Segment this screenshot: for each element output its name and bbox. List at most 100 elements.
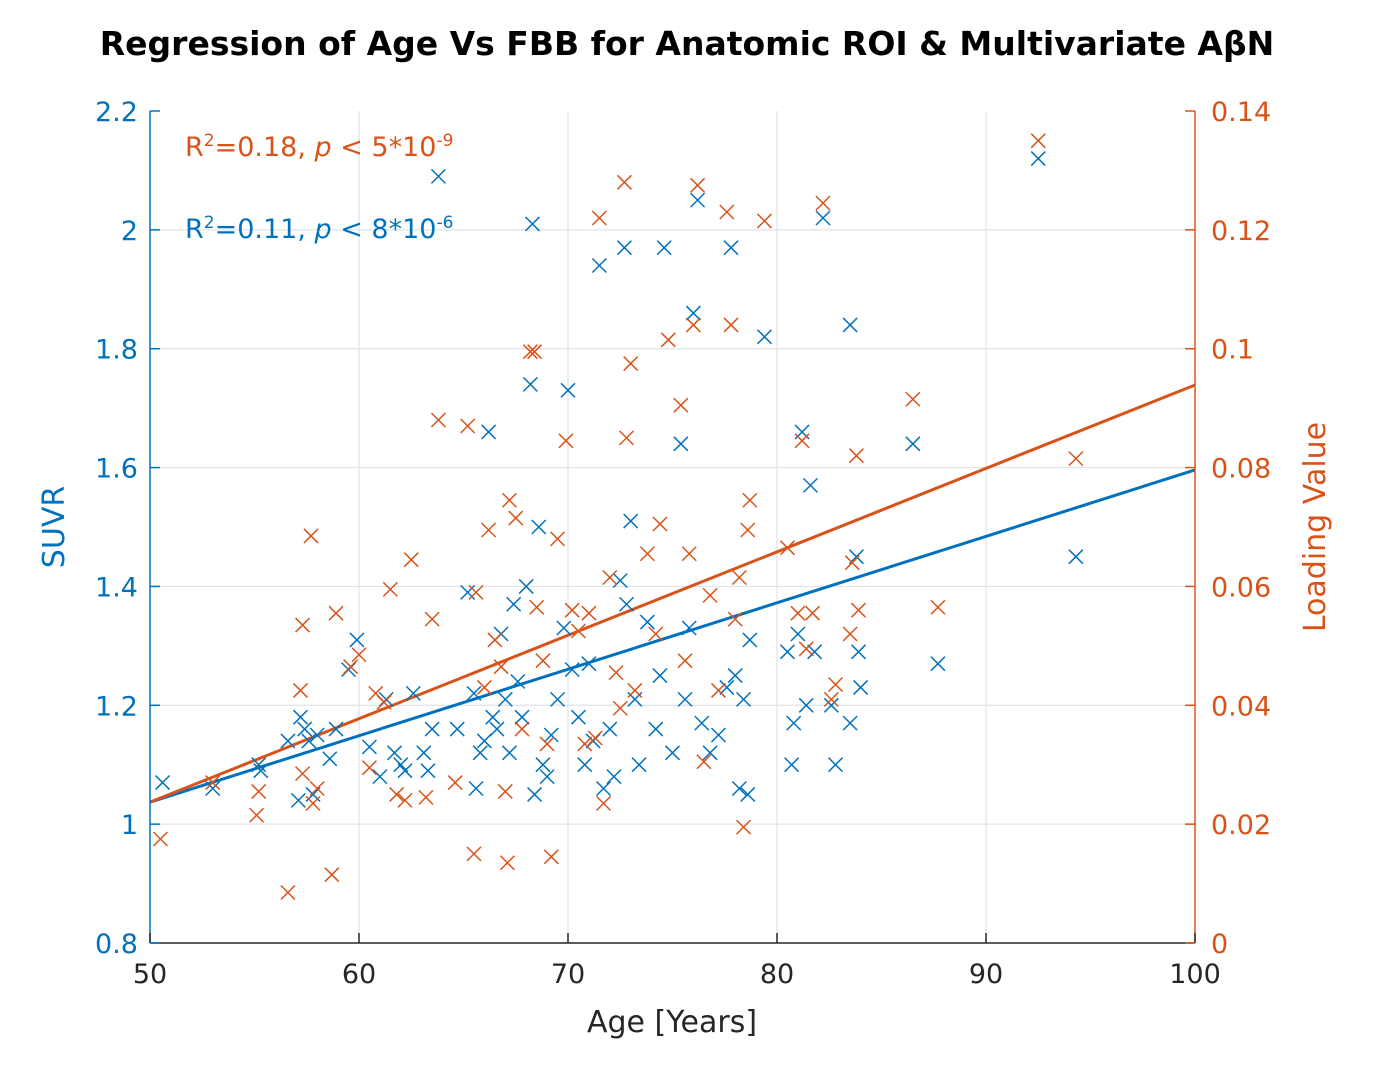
suvr-point	[798, 697, 814, 713]
loading-point	[295, 766, 311, 782]
loading-point	[501, 492, 518, 508]
suvr-point	[731, 780, 747, 797]
suvr-point	[719, 679, 735, 695]
suvr-point	[815, 210, 831, 226]
suvr-point	[591, 257, 607, 274]
loading-point	[685, 317, 701, 333]
loading-point	[779, 540, 795, 556]
loading-point	[790, 605, 806, 621]
suvr-point	[472, 745, 488, 761]
loading-point	[639, 546, 655, 562]
y-left-tick-label: 1.4	[95, 572, 138, 603]
y-axis-left-label: SUVR	[37, 486, 72, 568]
loading-point	[539, 736, 555, 752]
suvr-point	[595, 780, 612, 797]
y-left-tick-label: 1.2	[95, 691, 138, 722]
suvr-point	[560, 382, 576, 398]
suvr-point	[386, 745, 403, 761]
y-right-tick-label: 0.06	[1211, 572, 1271, 603]
suvr-point	[779, 644, 795, 660]
loading-point	[476, 679, 492, 695]
suvr-point	[430, 168, 446, 184]
suvr-point	[570, 709, 586, 725]
suvr-point	[405, 685, 421, 701]
loading-point	[418, 789, 434, 805]
suvr-point	[301, 733, 317, 749]
loading-point	[627, 682, 643, 698]
suvr-point	[481, 424, 497, 440]
loading-point	[397, 792, 413, 808]
suvr-point	[639, 614, 655, 630]
suvr-point	[424, 721, 440, 737]
loading-point	[577, 736, 593, 752]
suvr-point	[372, 769, 388, 785]
loading-point	[295, 617, 311, 633]
loading-point	[581, 605, 597, 621]
suvr-point	[581, 656, 597, 672]
loading-point	[673, 397, 689, 413]
y-left-tick-label: 0.8	[95, 929, 138, 960]
suvr-point	[723, 240, 739, 256]
y-axis-right-label: Loading Value	[1298, 422, 1333, 632]
loading-point	[602, 569, 618, 586]
loading-point	[616, 174, 632, 190]
suvr-point	[449, 721, 465, 737]
suvr-point	[710, 727, 727, 743]
y-left-tick-label: 2	[121, 216, 138, 247]
suvr-point	[850, 644, 867, 660]
suvr-point	[802, 477, 818, 493]
suvr-point	[416, 745, 432, 761]
suvr-point	[685, 305, 701, 321]
suvr-point	[577, 757, 593, 773]
y-right-tick-label: 0.02	[1211, 810, 1271, 841]
loading-point	[844, 555, 860, 571]
loading-point	[815, 195, 831, 211]
suvr-point	[489, 721, 505, 737]
loading-point	[804, 605, 821, 621]
suvr-point	[556, 620, 572, 636]
regression-line-loading	[149, 383, 1196, 804]
loading-point	[648, 626, 664, 642]
suvr-point	[756, 329, 772, 345]
x-tick-label: 50	[133, 959, 167, 990]
x-tick-label: 70	[551, 959, 585, 990]
suvr-point	[664, 745, 681, 761]
suvr-point	[292, 709, 309, 725]
suvr-point	[550, 691, 566, 707]
loading-point	[468, 584, 484, 600]
loading-point	[727, 611, 743, 627]
loading-point	[736, 819, 752, 835]
loading-point	[677, 653, 693, 669]
suvr-point	[616, 240, 632, 256]
suvr-point	[823, 697, 839, 713]
loading-point	[499, 855, 515, 871]
suvr-point	[853, 679, 869, 695]
suvr-point	[606, 769, 622, 785]
loading-point	[798, 641, 814, 657]
suvr-point	[524, 216, 541, 232]
suvr-point	[349, 632, 365, 648]
y-left-tick-label: 1.8	[95, 335, 138, 366]
x-tick-label: 100	[1169, 959, 1221, 990]
suvr-point	[842, 317, 858, 333]
loading-point	[389, 786, 405, 802]
suvr-point	[790, 626, 806, 642]
loading-point	[460, 418, 476, 434]
suvr-point	[694, 715, 710, 731]
loading-point	[543, 849, 559, 865]
suvr-point	[652, 668, 668, 684]
loading-point	[681, 546, 697, 562]
loading-point	[558, 433, 574, 449]
loading-point	[403, 552, 419, 568]
suvr-point	[527, 786, 543, 802]
loading-point	[623, 356, 639, 372]
loading-point	[731, 569, 747, 586]
loading-point	[608, 665, 624, 681]
loading-point	[466, 846, 482, 862]
suvr-point	[510, 673, 526, 690]
suvr-point	[631, 757, 647, 773]
loading-point	[690, 177, 706, 193]
suvr-point	[681, 620, 697, 636]
y-right-tick-label: 0.04	[1211, 691, 1271, 722]
suvr-point	[535, 757, 551, 773]
